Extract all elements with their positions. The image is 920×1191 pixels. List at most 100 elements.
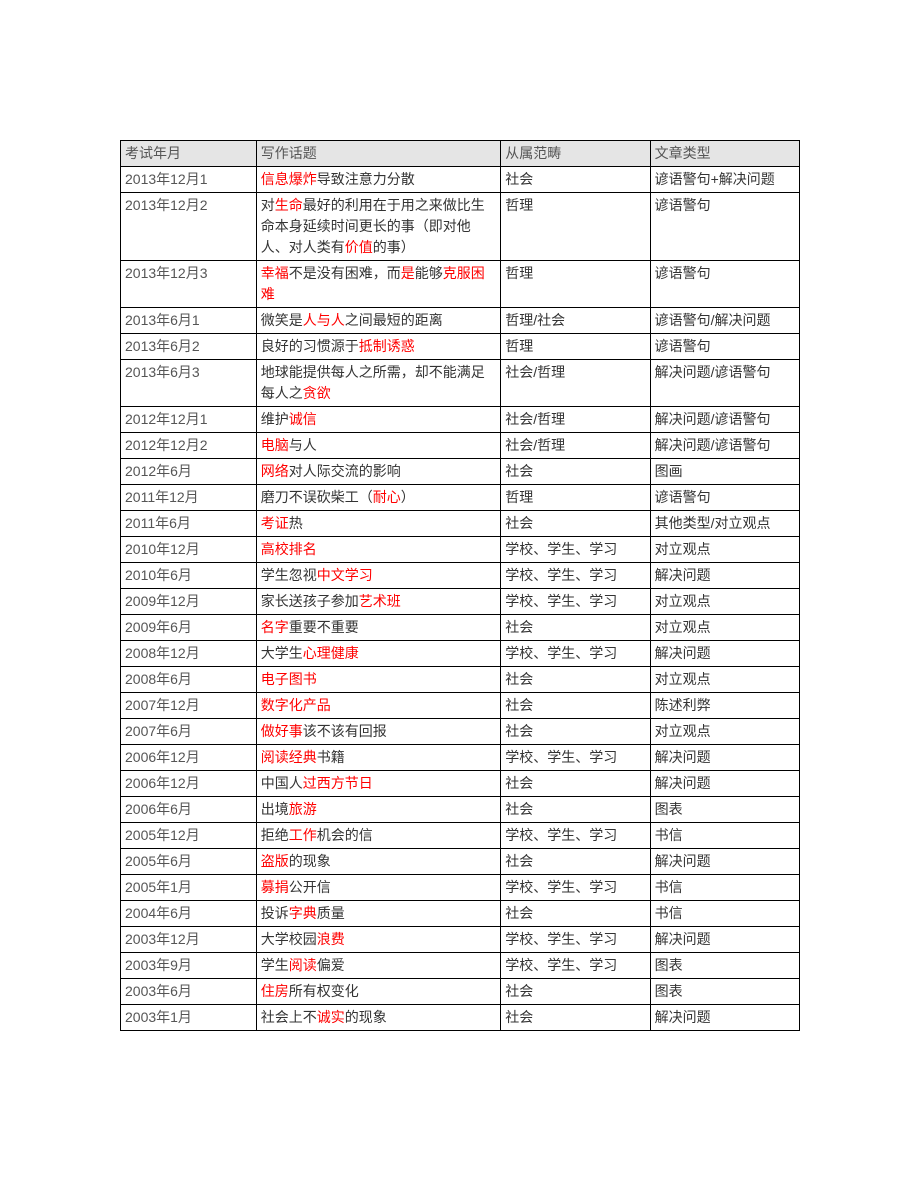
table-row: 2013年12月3幸福不是没有困难，而是能够克服困难哲理谚语警句 xyxy=(121,261,800,308)
highlighted-text: 考证 xyxy=(261,515,289,531)
cell-date: 2012年6月 xyxy=(121,459,257,485)
table-row: 2013年12月1信息爆炸导致注意力分散社会谚语警句+解决问题 xyxy=(121,167,800,193)
cell-topic: 名字重要不重要 xyxy=(256,615,500,641)
cell-topic: 磨刀不误砍柴工（耐心） xyxy=(256,485,500,511)
highlighted-text: 心理健康 xyxy=(303,645,359,661)
plain-text: 不是没有困难，而 xyxy=(289,265,401,281)
plain-text: 社会上不 xyxy=(261,1009,317,1025)
table-row: 2013年6月3地球能提供每人之所需，却不能满足每人之贪欲社会/哲理解决问题/谚… xyxy=(121,360,800,407)
cell-type: 解决问题 xyxy=(650,641,799,667)
table-row: 2006年12月阅读经典书籍学校、学生、学习解决问题 xyxy=(121,745,800,771)
plain-text: 的现象 xyxy=(289,853,331,869)
plain-text: 中国人 xyxy=(261,775,303,791)
highlighted-text: 工作 xyxy=(289,827,317,843)
cell-category: 哲理/社会 xyxy=(501,308,650,334)
plain-text: 书籍 xyxy=(317,749,345,765)
plain-text: 学生 xyxy=(261,957,289,973)
cell-date: 2007年6月 xyxy=(121,719,257,745)
cell-date: 2003年9月 xyxy=(121,953,257,979)
highlighted-text: 阅读 xyxy=(289,957,317,973)
cell-date: 2005年1月 xyxy=(121,875,257,901)
cell-type: 谚语警句 xyxy=(650,485,799,511)
plain-text: 出境 xyxy=(261,801,289,817)
cell-category: 哲理 xyxy=(501,261,650,308)
cell-date: 2013年12月1 xyxy=(121,167,257,193)
cell-topic: 学生阅读偏爱 xyxy=(256,953,500,979)
cell-category: 社会/哲理 xyxy=(501,407,650,433)
highlighted-text: 诚实 xyxy=(317,1009,345,1025)
cell-date: 2005年12月 xyxy=(121,823,257,849)
highlighted-text: 阅读经典 xyxy=(261,749,317,765)
highlighted-text: 网络 xyxy=(261,463,289,479)
table-row: 2012年12月1维护诚信社会/哲理解决问题/谚语警句 xyxy=(121,407,800,433)
highlighted-text: 电脑 xyxy=(261,437,289,453)
cell-category: 社会 xyxy=(501,459,650,485)
cell-date: 2008年6月 xyxy=(121,667,257,693)
plain-text: 该不该有回报 xyxy=(303,723,387,739)
table-row: 2011年12月磨刀不误砍柴工（耐心）哲理谚语警句 xyxy=(121,485,800,511)
cell-category: 社会/哲理 xyxy=(501,360,650,407)
highlighted-text: 盗版 xyxy=(261,853,289,869)
cell-category: 社会 xyxy=(501,511,650,537)
table-row: 2010年6月学生忽视中文学习学校、学生、学习解决问题 xyxy=(121,563,800,589)
table-row: 2005年12月拒绝工作机会的信学校、学生、学习书信 xyxy=(121,823,800,849)
cell-topic: 良好的习惯源于抵制诱惑 xyxy=(256,334,500,360)
table-row: 2005年6月盗版的现象社会解决问题 xyxy=(121,849,800,875)
col-header-type: 文章类型 xyxy=(650,141,799,167)
cell-date: 2013年6月1 xyxy=(121,308,257,334)
table-row: 2006年12月中国人过西方节日社会解决问题 xyxy=(121,771,800,797)
highlighted-text: 贪欲 xyxy=(303,385,331,401)
table-row: 2003年1月社会上不诚实的现象社会解决问题 xyxy=(121,1005,800,1031)
cell-topic: 募捐公开信 xyxy=(256,875,500,901)
table-row: 2010年12月高校排名学校、学生、学习对立观点 xyxy=(121,537,800,563)
cell-topic: 大学生心理健康 xyxy=(256,641,500,667)
cell-topic: 高校排名 xyxy=(256,537,500,563)
cell-topic: 出境旅游 xyxy=(256,797,500,823)
cell-type: 解决问题/谚语警句 xyxy=(650,407,799,433)
cell-type: 图画 xyxy=(650,459,799,485)
cell-category: 社会 xyxy=(501,167,650,193)
cell-date: 2009年12月 xyxy=(121,589,257,615)
highlighted-text: 信息爆炸 xyxy=(261,171,317,187)
table-row: 2003年9月学生阅读偏爱学校、学生、学习图表 xyxy=(121,953,800,979)
plain-text: 热 xyxy=(289,515,303,531)
cell-type: 图表 xyxy=(650,979,799,1005)
cell-category: 社会 xyxy=(501,771,650,797)
cell-category: 学校、学生、学习 xyxy=(501,537,650,563)
cell-category: 学校、学生、学习 xyxy=(501,953,650,979)
cell-category: 哲理 xyxy=(501,485,650,511)
cell-date: 2003年12月 xyxy=(121,927,257,953)
cell-date: 2012年12月1 xyxy=(121,407,257,433)
cell-topic: 家长送孩子参加艺术班 xyxy=(256,589,500,615)
plain-text: 质量 xyxy=(317,905,345,921)
table-row: 2013年6月1微笑是人与人之间最短的距离哲理/社会谚语警句/解决问题 xyxy=(121,308,800,334)
cell-type: 书信 xyxy=(650,823,799,849)
cell-type: 对立观点 xyxy=(650,589,799,615)
cell-category: 社会 xyxy=(501,615,650,641)
cell-topic: 阅读经典书籍 xyxy=(256,745,500,771)
highlighted-text: 数字化产品 xyxy=(261,697,331,713)
cell-topic: 盗版的现象 xyxy=(256,849,500,875)
cell-type: 图表 xyxy=(650,953,799,979)
cell-date: 2007年12月 xyxy=(121,693,257,719)
plain-text: 重要不重要 xyxy=(289,619,359,635)
cell-type: 谚语警句 xyxy=(650,334,799,360)
table-row: 2013年6月2良好的习惯源于抵制诱惑哲理谚语警句 xyxy=(121,334,800,360)
cell-type: 书信 xyxy=(650,901,799,927)
cell-category: 学校、学生、学习 xyxy=(501,563,650,589)
cell-topic: 拒绝工作机会的信 xyxy=(256,823,500,849)
highlighted-text: 是 xyxy=(401,265,415,281)
plain-text: 对 xyxy=(261,197,275,213)
cell-topic: 网络对人际交流的影响 xyxy=(256,459,500,485)
table-header-row: 考试年月 写作话题 从属范畴 文章类型 xyxy=(121,141,800,167)
table-row: 2008年6月电子图书社会对立观点 xyxy=(121,667,800,693)
cell-date: 2013年6月3 xyxy=(121,360,257,407)
table-row: 2013年12月2对生命最好的利用在于用之来做比生命本身延续时间更长的事（即对他… xyxy=(121,193,800,261)
cell-date: 2006年6月 xyxy=(121,797,257,823)
cell-date: 2003年6月 xyxy=(121,979,257,1005)
table-row: 2009年6月名字重要不重要社会对立观点 xyxy=(121,615,800,641)
cell-category: 学校、学生、学习 xyxy=(501,641,650,667)
exam-topics-table: 考试年月 写作话题 从属范畴 文章类型 2013年12月1信息爆炸导致注意力分散… xyxy=(120,140,800,1031)
table-row: 2007年6月做好事该不该有回报社会对立观点 xyxy=(121,719,800,745)
highlighted-text: 抵制诱惑 xyxy=(359,338,415,354)
